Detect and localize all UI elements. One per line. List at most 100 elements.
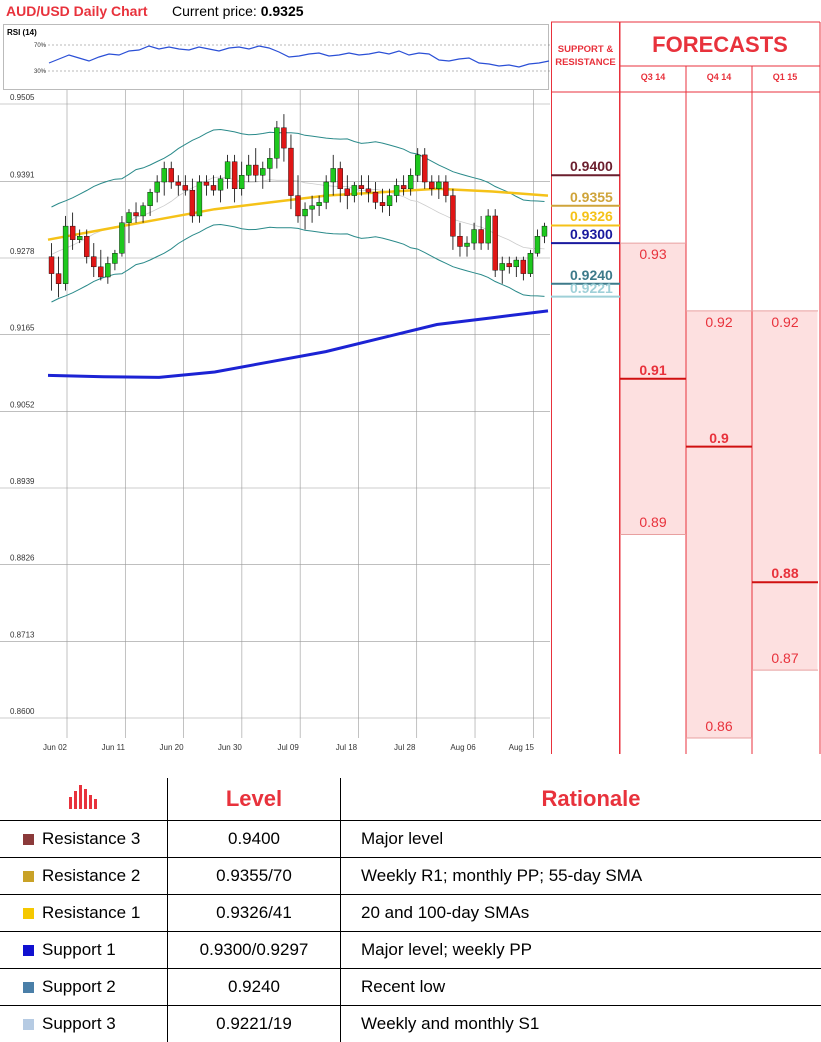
forecast-low-label: 0.89 <box>620 514 686 530</box>
candle-body <box>176 182 181 185</box>
row-level: 0.9240 <box>168 969 341 1006</box>
y-axis-ticks: 0.95050.93910.92780.91650.90520.89390.88… <box>10 93 35 716</box>
row-rationale: 20 and 100-day SMAs <box>341 895 821 932</box>
candle-body <box>63 226 68 284</box>
candles <box>49 114 547 297</box>
candle-body <box>253 165 258 175</box>
candle <box>98 250 103 281</box>
candle-body <box>514 260 519 267</box>
candle-body <box>274 128 279 159</box>
candle-body <box>415 155 420 175</box>
candle <box>303 202 308 229</box>
candle <box>288 135 293 210</box>
forecast-range <box>687 311 752 738</box>
color-swatch <box>23 945 34 956</box>
candle-body <box>260 168 265 175</box>
candle <box>56 257 61 298</box>
candle <box>91 243 96 277</box>
chart-header: AUD/USD Daily Chart Current price: 0.932… <box>0 0 550 22</box>
x-tick-label: Jun 20 <box>160 743 185 752</box>
candle-body <box>246 165 251 175</box>
candle <box>232 155 237 202</box>
candle <box>500 257 505 284</box>
candle <box>457 223 462 257</box>
candle-body <box>119 223 124 254</box>
candle <box>155 175 160 202</box>
current-price: Current price: 0.9325 <box>172 3 304 19</box>
forecast-median-label: 0.91 <box>620 362 686 378</box>
candle-body <box>493 216 498 270</box>
candle-body <box>225 162 230 179</box>
candle-body <box>542 226 547 236</box>
color-swatch <box>23 908 34 919</box>
candle-body <box>105 263 110 277</box>
sr-level-label: 0.9355 <box>570 189 613 205</box>
candle <box>204 175 209 195</box>
candle-body <box>408 175 413 189</box>
candle-body <box>239 175 244 189</box>
candle-body <box>162 168 167 182</box>
candle <box>514 257 519 277</box>
candle <box>190 179 195 223</box>
candle-body <box>443 182 448 196</box>
y-tick-label: 0.8600 <box>10 707 35 716</box>
candle <box>225 155 230 189</box>
candle-body <box>56 274 61 284</box>
ma-line <box>48 311 548 378</box>
candle <box>542 223 547 243</box>
candle-body <box>528 253 533 273</box>
candle-body <box>345 189 350 196</box>
candle-body <box>521 260 526 274</box>
x-tick-label: Jun 11 <box>102 743 126 752</box>
candle-body <box>267 158 272 168</box>
candle-body <box>218 179 223 191</box>
candle <box>422 148 427 189</box>
candle-body <box>232 162 237 189</box>
row-name: Support 3 <box>42 1014 116 1033</box>
forecast-col-q1: Q1 15 <box>752 72 818 82</box>
table-chart-icon <box>0 778 168 821</box>
candle <box>119 216 124 257</box>
candle-body <box>331 168 336 182</box>
candle <box>415 148 420 182</box>
y-tick-label: 0.8826 <box>10 554 35 563</box>
color-swatch <box>23 1019 34 1030</box>
candle <box>366 175 371 202</box>
row-name: Resistance 3 <box>42 829 140 848</box>
support-resistance-title: SUPPORT & RESISTANCE <box>551 43 620 69</box>
support-resistance-column <box>551 22 620 754</box>
candle-body <box>486 216 491 243</box>
candle <box>429 175 434 195</box>
candle-body <box>450 196 455 237</box>
candle <box>472 223 477 250</box>
sr-level-label: 0.9221 <box>570 280 613 296</box>
x-tick-label: Aug 06 <box>450 743 476 752</box>
x-tick-label: Jun 02 <box>43 743 68 752</box>
candle-body <box>338 168 343 188</box>
candle <box>49 243 54 290</box>
candle-body <box>155 182 160 192</box>
color-swatch <box>23 982 34 993</box>
candle <box>296 175 301 222</box>
candle <box>507 257 512 274</box>
row-name: Resistance 1 <box>42 903 140 922</box>
color-swatch <box>23 871 34 882</box>
candle <box>528 250 533 277</box>
candle-body <box>197 182 202 216</box>
candle-body <box>169 168 174 182</box>
candle-body <box>288 148 293 195</box>
candle-body <box>204 182 209 185</box>
row-name-cell: Support 1 <box>0 932 168 969</box>
forecast-low-label: 0.86 <box>686 718 752 734</box>
candle-body <box>436 182 441 189</box>
row-rationale: Major level <box>341 821 821 858</box>
candle-body <box>500 263 505 270</box>
rsi-level-low: 30% <box>34 69 47 75</box>
candle-body <box>457 236 462 246</box>
candle <box>521 257 526 281</box>
candle-body <box>190 190 195 216</box>
